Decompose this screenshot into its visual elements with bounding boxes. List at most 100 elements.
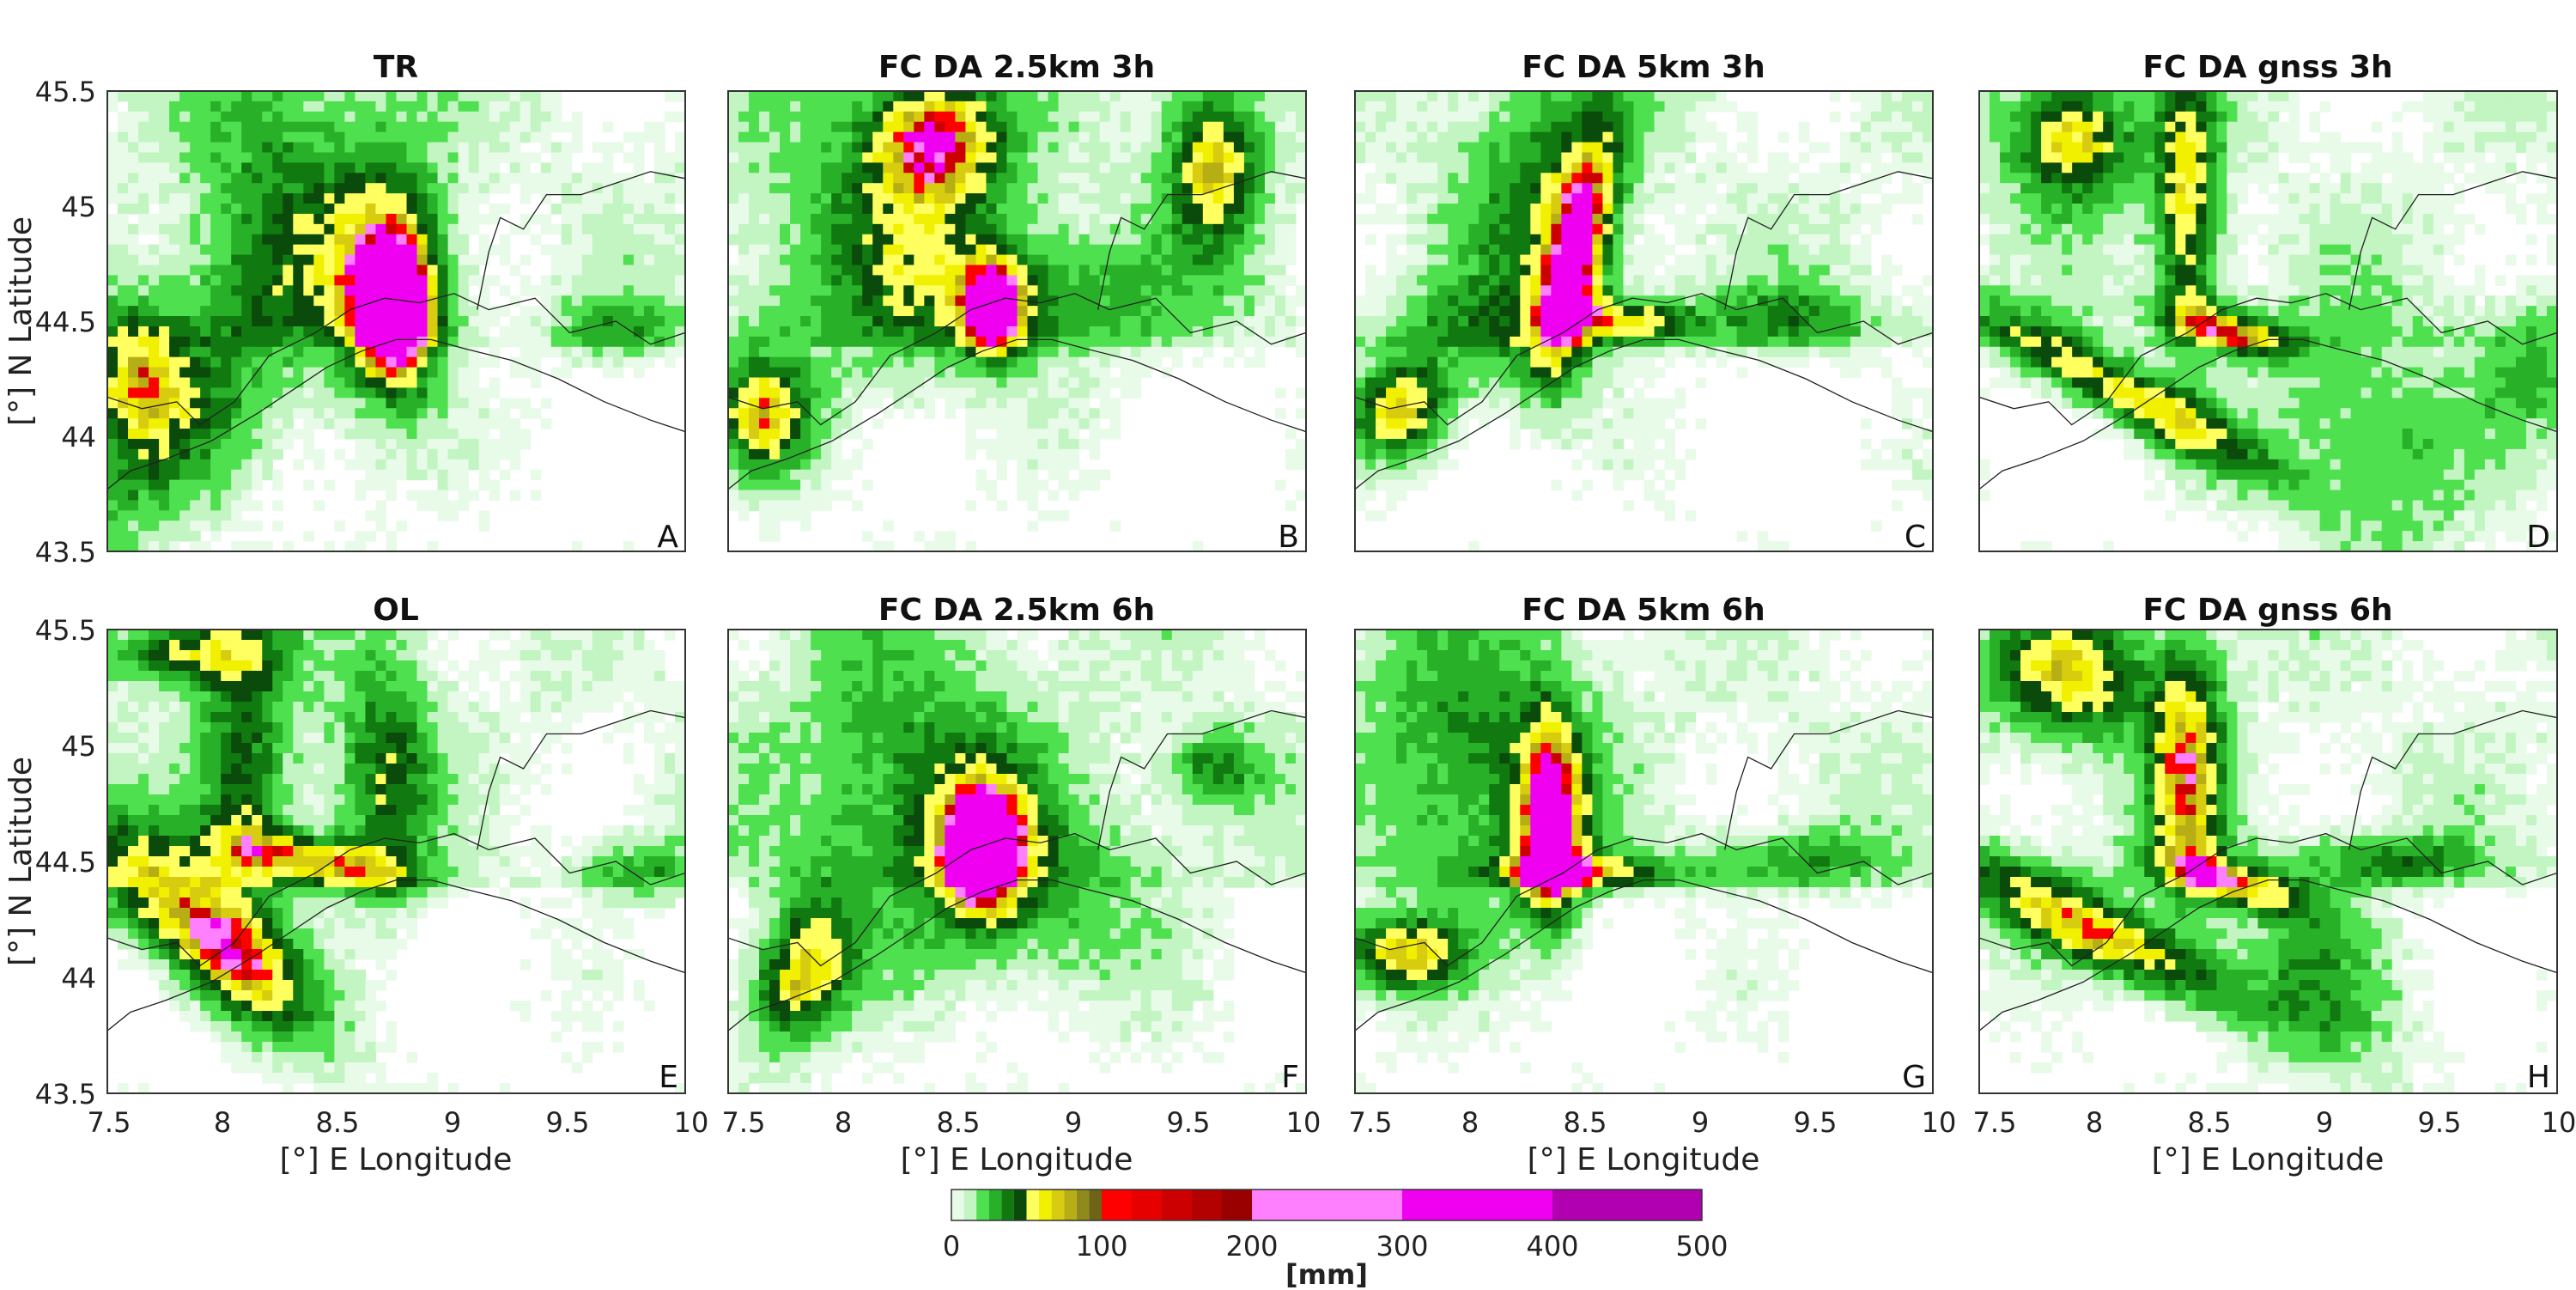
precip-cell: [1202, 295, 1214, 307]
precip-cell: [1870, 316, 1882, 327]
precip-cell: [903, 223, 914, 235]
precip-cell: [571, 213, 583, 225]
precip-cell: [1891, 162, 1903, 173]
precip-cell: [375, 429, 387, 440]
precip-cell: [841, 213, 853, 225]
precip-cell: [437, 500, 449, 511]
precip-cell: [386, 183, 398, 194]
precip-cell: [1120, 316, 1132, 327]
precip-cell: [540, 295, 552, 307]
precip-cell: [1613, 162, 1625, 173]
precip-cell: [1623, 100, 1635, 113]
precip-cell: [478, 356, 490, 368]
precip-cell: [231, 429, 242, 440]
precip-cell: [313, 244, 325, 256]
precip-cell: [653, 204, 665, 215]
precip-cell: [831, 356, 842, 368]
precip-cell: [159, 510, 170, 521]
precip-cell: [1458, 183, 1469, 194]
precip-cell: [633, 326, 645, 338]
precip-cell: [1726, 275, 1738, 286]
precip-cell: [375, 398, 387, 409]
precip-cell: [1839, 306, 1851, 317]
precip-cell: [1427, 244, 1438, 256]
precip-cell: [1747, 152, 1759, 163]
precip-cell: [1839, 213, 1851, 225]
precip-cell: [262, 234, 273, 246]
precip-cell: [458, 387, 470, 399]
precip-cell: [633, 223, 645, 235]
precip-cell: [664, 326, 676, 338]
precip-cell: [790, 479, 801, 491]
precip-cell: [159, 173, 170, 184]
precip-cell: [738, 265, 750, 276]
precip-cell: [324, 152, 335, 163]
precip-cell: [759, 121, 770, 133]
precip-cell: [1499, 193, 1510, 204]
precip-cell: [738, 100, 750, 113]
precip-cell: [862, 142, 873, 154]
precip-cell: [1017, 254, 1029, 266]
precip-cell: [478, 193, 490, 204]
precip-cell: [1037, 183, 1049, 194]
precip-cell: [1747, 306, 1759, 317]
precip-cell: [1243, 204, 1255, 215]
precip-cell: [612, 265, 624, 276]
precip-cell: [1592, 193, 1604, 204]
precip-cell: [965, 244, 977, 256]
precip-cell: [831, 244, 842, 256]
precip-cell: [283, 377, 294, 389]
precip-cell: [841, 244, 853, 256]
precip-cell: [107, 152, 118, 163]
precip-cell: [811, 387, 822, 399]
precip-cell: [1850, 142, 1862, 154]
precip-cell: [1151, 295, 1163, 307]
precip-cell: [1140, 121, 1152, 133]
precip-cell: [303, 306, 314, 317]
precip-cell: [1396, 121, 1407, 133]
precip-cell: [1654, 173, 1666, 184]
precip-cell: [1037, 336, 1049, 348]
precip-cell: [1182, 121, 1194, 133]
precip-cell: [1922, 275, 1933, 286]
precip-cell: [437, 183, 449, 194]
precip-cell: [1592, 295, 1604, 307]
precip-cell: [221, 213, 232, 225]
precip-cell: [324, 131, 335, 143]
precip-cell: [1427, 204, 1438, 215]
precip-cell: [107, 346, 118, 358]
precip-cell: [313, 213, 325, 225]
precip-cell: [375, 367, 387, 379]
precip-cell: [1048, 131, 1060, 143]
precip-cell: [221, 346, 232, 358]
precip-cell: [1192, 193, 1204, 204]
precip-cell: [519, 193, 532, 204]
precip-cell: [965, 398, 977, 409]
precip-cell: [821, 448, 832, 460]
precip-cell: [1839, 204, 1851, 215]
precip-cell: [406, 265, 418, 276]
precip-cell: [128, 173, 139, 184]
precip-cell: [1192, 316, 1204, 327]
precip-cell: [489, 336, 501, 348]
precip-cell: [1499, 121, 1510, 133]
precip-cell: [499, 398, 511, 409]
precip-cell: [1839, 316, 1851, 327]
precip-cell: [975, 367, 987, 379]
precip-cell: [1212, 204, 1224, 215]
precip-cell: [1192, 265, 1204, 276]
precip-cell: [262, 367, 273, 379]
precip-cell: [1870, 295, 1882, 307]
precip-cell: [924, 183, 935, 194]
precip-cell: [1530, 193, 1541, 204]
precip-cell: [1685, 234, 1697, 246]
precip-cell: [934, 306, 945, 317]
precip-cell: [903, 254, 914, 266]
precip-cell: [1643, 152, 1656, 163]
precip-cell: [852, 100, 863, 113]
precip-cell: [149, 520, 160, 532]
precip-cell: [883, 346, 894, 358]
precip-cell: [1736, 265, 1748, 276]
precip-cell: [1489, 254, 1500, 266]
precip-cell: [313, 142, 325, 154]
